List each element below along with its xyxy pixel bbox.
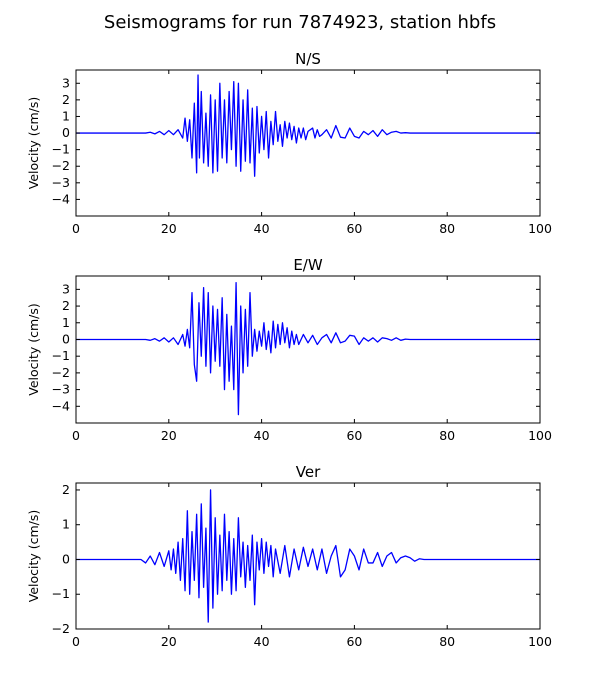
y-tick-label: 2 — [62, 298, 70, 313]
y-tick-label: 0 — [62, 125, 70, 140]
y-tick-label: 2 — [62, 482, 70, 497]
y-tick-label: −2 — [52, 158, 70, 173]
series-line-ns — [76, 74, 540, 177]
x-tick-label: 80 — [439, 428, 455, 443]
x-tick-label: 100 — [528, 428, 552, 443]
panel-title-ns: N/S — [295, 50, 321, 68]
y-tick-label: 2 — [62, 92, 70, 107]
x-tick-label: 0 — [72, 428, 80, 443]
y-tick-label: −2 — [52, 621, 70, 636]
y-tick-label: 1 — [62, 108, 70, 123]
y-tick-label: −4 — [52, 398, 70, 413]
axes-frame-ew — [75, 275, 541, 424]
x-tick-label: 20 — [161, 428, 177, 443]
x-tick-label: 100 — [528, 221, 552, 236]
y-tick-label: 3 — [62, 281, 70, 296]
axes-frame-ns — [75, 69, 541, 217]
panel-title-ew: E/W — [293, 256, 323, 274]
x-tick-label: 0 — [72, 221, 80, 236]
y-tick-label: 0 — [62, 331, 70, 346]
y-axis-label-ver: Velocity (cm/s) — [26, 510, 41, 603]
y-tick-label: −4 — [52, 191, 70, 206]
y-axis-label-ew: Velocity (cm/s) — [26, 303, 41, 396]
panel-ns: N/S 0 20 40 60 80 100 −4−3 −2−1 0 12 3 Velocity (cm/… — [26, 50, 552, 236]
y-axis-label-ns: Velocity (cm/s) — [26, 97, 41, 190]
y-tick-label: −1 — [52, 586, 70, 601]
axes-frame-ver — [75, 482, 541, 630]
panel-ver: Ver 0 20 40 60 80 100 −2 −1 0 1 2 Velocity (cm/s) — [26, 463, 552, 649]
y-tick-label: −3 — [52, 175, 70, 190]
figure-title: Seismograms for run 7874923, station hbf… — [104, 12, 496, 33]
x-tick-label: 40 — [254, 221, 270, 236]
y-tick-label: −2 — [52, 365, 70, 380]
x-tick-label: 0 — [72, 634, 80, 649]
x-tick-label: 20 — [161, 634, 177, 649]
x-tick-label: 60 — [346, 428, 362, 443]
y-tick-label: −1 — [52, 348, 70, 363]
y-tick-label: 1 — [62, 315, 70, 330]
x-tick-label: 40 — [254, 428, 270, 443]
x-tick-label: 20 — [161, 221, 177, 236]
y-tick-label: 0 — [62, 551, 70, 566]
panel-title-ver: Ver — [296, 463, 321, 481]
x-tick-label: 60 — [346, 634, 362, 649]
series-line-ver — [76, 489, 540, 623]
x-tick-label: 40 — [254, 634, 270, 649]
x-tick-label: 60 — [346, 221, 362, 236]
x-tick-label: 80 — [439, 634, 455, 649]
x-tick-label: 80 — [439, 221, 455, 236]
y-tick-label: −1 — [52, 142, 70, 157]
y-tick-label: 1 — [62, 517, 70, 532]
x-tick-label: 100 — [528, 634, 552, 649]
series-line-ew — [76, 282, 540, 416]
y-tick-label: 3 — [62, 75, 70, 90]
y-tick-label: −3 — [52, 382, 70, 397]
